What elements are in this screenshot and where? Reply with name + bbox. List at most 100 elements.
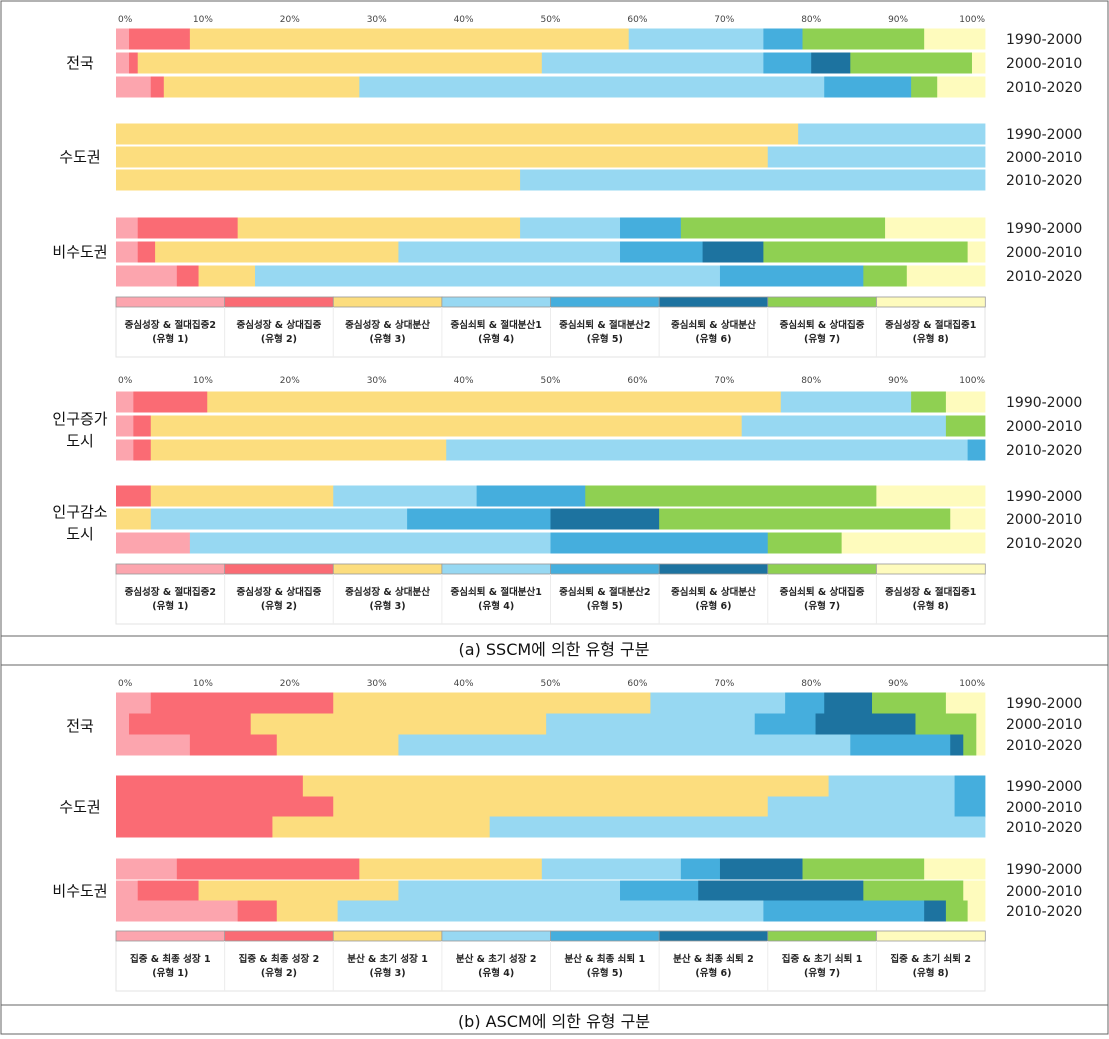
bar-segment bbox=[541, 52, 764, 74]
legend-type-label: (유형 3) bbox=[370, 967, 406, 979]
bar-segment bbox=[129, 52, 139, 74]
bar-segment bbox=[906, 265, 986, 287]
bar-segment bbox=[924, 858, 986, 880]
bar-segment bbox=[116, 52, 130, 74]
bar-segment bbox=[976, 734, 986, 756]
legend-type-label: (유형 7) bbox=[804, 967, 840, 979]
bar-segment bbox=[967, 241, 986, 263]
bar-segment bbox=[163, 76, 360, 98]
bar-segment bbox=[550, 532, 769, 554]
bar-segment bbox=[116, 532, 191, 554]
bar-segment bbox=[176, 858, 360, 880]
legend-type-label: (유형 7) bbox=[804, 600, 840, 612]
axis-tick-label: 90% bbox=[888, 679, 908, 689]
bar-segment bbox=[802, 858, 925, 880]
bar-segment bbox=[116, 217, 139, 239]
bar-segment bbox=[207, 391, 782, 413]
period-label: 2010-2020 bbox=[1006, 904, 1082, 920]
bar-segment bbox=[802, 28, 925, 50]
bar-segment bbox=[824, 692, 873, 714]
bar-segment bbox=[876, 485, 986, 507]
axis-tick-label: 60% bbox=[627, 679, 647, 689]
bar-segment bbox=[150, 692, 334, 714]
bar-segment bbox=[950, 508, 986, 530]
legend-swatch bbox=[875, 296, 986, 308]
axis-tick-label: 80% bbox=[801, 679, 821, 689]
axis-tick-label: 0% bbox=[118, 15, 133, 25]
period-label: 2000-2010 bbox=[1006, 512, 1082, 528]
legend-label: 집중 & 최종 성장 1 bbox=[130, 953, 211, 965]
bar-segment bbox=[255, 265, 721, 287]
bar-segment bbox=[763, 900, 925, 922]
legend-swatch bbox=[767, 930, 878, 942]
axis-tick-label: 40% bbox=[454, 376, 474, 386]
axis-tick-label: 80% bbox=[801, 376, 821, 386]
period-label: 1990-2000 bbox=[1006, 221, 1082, 237]
bar-segment bbox=[767, 796, 955, 818]
axis-tick-label: 80% bbox=[801, 15, 821, 25]
bar-segment bbox=[129, 28, 191, 50]
bar-segment bbox=[763, 241, 969, 263]
group-label: 전국 bbox=[66, 717, 94, 735]
legend-swatch bbox=[550, 563, 660, 575]
legend-type-label: (유형 2) bbox=[261, 333, 297, 345]
bar-segment bbox=[585, 485, 877, 507]
group-label: 비수도권 bbox=[52, 882, 107, 900]
bar-segment bbox=[116, 508, 152, 530]
group-label: 인구증가 bbox=[52, 410, 107, 428]
bar-segment bbox=[520, 217, 621, 239]
group-label: 도시 bbox=[66, 525, 94, 543]
bar-segment bbox=[276, 734, 399, 756]
axis-tick-label: 50% bbox=[540, 679, 560, 689]
bar-segment bbox=[189, 532, 551, 554]
legend-label: 집중 & 초기 쇠퇴 1 bbox=[782, 953, 863, 965]
bar-segment bbox=[863, 880, 964, 902]
bar-segment bbox=[680, 858, 721, 880]
bar-segment bbox=[276, 900, 338, 922]
bar-segment bbox=[702, 241, 764, 263]
group-label: 전국 bbox=[66, 54, 94, 72]
legend-swatch bbox=[658, 296, 769, 308]
bar-segment bbox=[333, 485, 478, 507]
legend-type-label: (유형 1) bbox=[152, 333, 188, 345]
legend-type-label: (유형 2) bbox=[261, 600, 297, 612]
axis-tick-label: 100% bbox=[959, 15, 985, 25]
period-label: 1990-2000 bbox=[1006, 395, 1082, 411]
bar-segment bbox=[116, 169, 521, 191]
legend-type-label: (유형 8) bbox=[913, 967, 949, 979]
bar-segment bbox=[116, 123, 799, 145]
legend-swatch bbox=[224, 563, 334, 575]
legend-swatch bbox=[550, 930, 660, 942]
period-label: 2010-2020 bbox=[1006, 443, 1082, 459]
axis-tick-label: 10% bbox=[193, 15, 213, 25]
legend-type-label: (유형 3) bbox=[370, 333, 406, 345]
legend-label: 중심쇠퇴 & 상대집중 bbox=[780, 586, 865, 598]
axis-tick-label: 100% bbox=[959, 376, 985, 386]
legend-label: 분산 & 최종 쇠퇴 2 bbox=[673, 953, 754, 965]
bar-segment bbox=[133, 439, 152, 461]
legend-type-label: (유형 5) bbox=[587, 600, 623, 612]
period-label: 1990-2000 bbox=[1006, 127, 1082, 143]
bar-segment bbox=[741, 415, 947, 437]
legend-type-label: (유형 8) bbox=[913, 600, 949, 612]
bar-segment bbox=[116, 391, 134, 413]
bar-segment bbox=[541, 858, 682, 880]
bar-segment bbox=[116, 734, 191, 756]
legend-type-label: (유형 4) bbox=[478, 600, 514, 612]
axis-tick-label: 0% bbox=[118, 376, 133, 386]
legend-type-label: (유형 2) bbox=[261, 967, 297, 979]
bar-segment bbox=[398, 734, 851, 756]
bar-segment bbox=[116, 485, 152, 507]
bar-segment bbox=[785, 692, 825, 714]
bar-segment bbox=[189, 28, 630, 50]
bar-segment bbox=[150, 508, 408, 530]
bar-segment bbox=[963, 734, 977, 756]
bar-segment bbox=[945, 900, 969, 922]
legend-label: 분산 & 초기 성장 2 bbox=[456, 953, 537, 965]
bar-segment bbox=[546, 713, 756, 735]
legend-type-label: (유형 1) bbox=[152, 600, 188, 612]
bar-segment bbox=[945, 391, 986, 413]
legend-swatch bbox=[224, 930, 334, 942]
legend-layer: 중심성장 & 절대집중2 (유형 1) 중심성장 & 상대집중 (유형 2) 중심성장 … bbox=[115, 296, 986, 992]
axis-layer: 0% 10% 20% 30% 40% 50% 60% 70% 80% 90% 100% 0% 10% 20… bbox=[118, 15, 985, 689]
